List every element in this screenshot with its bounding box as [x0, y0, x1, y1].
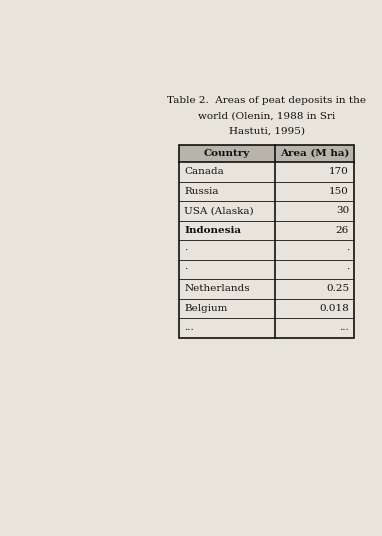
Bar	[179, 299, 354, 318]
Bar	[179, 162, 354, 182]
Text: ·: ·	[185, 265, 188, 274]
Bar	[179, 318, 354, 338]
Text: 30: 30	[336, 206, 349, 215]
Text: Canada: Canada	[185, 167, 224, 176]
Bar	[179, 221, 354, 240]
Text: ·: ·	[346, 245, 349, 255]
Text: Area (M ha): Area (M ha)	[280, 149, 350, 158]
Text: ·: ·	[185, 245, 188, 255]
Text: ...: ...	[185, 323, 194, 332]
Text: world (Olenin, 1988 in Sri: world (Olenin, 1988 in Sri	[198, 111, 335, 121]
Text: 170: 170	[329, 167, 349, 176]
Text: Indonesia: Indonesia	[185, 226, 241, 235]
Text: Belgium: Belgium	[185, 304, 228, 313]
Text: 150: 150	[329, 187, 349, 196]
Bar	[179, 182, 354, 201]
Text: Table 2.  Areas of peat deposits in the: Table 2. Areas of peat deposits in the	[167, 96, 366, 106]
Bar	[179, 259, 354, 279]
Text: Russia: Russia	[185, 187, 219, 196]
Bar	[179, 240, 354, 259]
Text: Hastuti, 1995): Hastuti, 1995)	[229, 126, 305, 136]
Bar	[179, 279, 354, 299]
Bar	[179, 145, 354, 162]
Text: Country: Country	[204, 149, 250, 158]
Text: USA (Alaska): USA (Alaska)	[185, 206, 254, 215]
Text: Netherlands: Netherlands	[185, 285, 250, 293]
Bar	[179, 201, 354, 221]
Text: 26: 26	[336, 226, 349, 235]
Text: 0.018: 0.018	[319, 304, 349, 313]
Text: ...: ...	[339, 323, 349, 332]
Bar	[179, 145, 354, 338]
Text: 0.25: 0.25	[326, 285, 349, 293]
Text: ·: ·	[346, 265, 349, 274]
